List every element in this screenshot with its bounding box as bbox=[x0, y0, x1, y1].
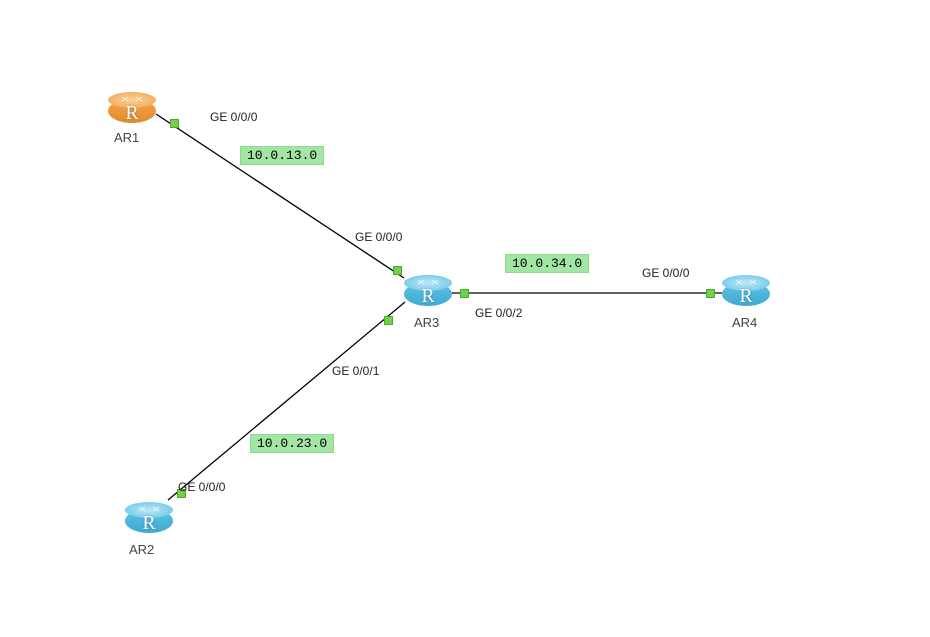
router-glyph: R bbox=[404, 285, 452, 308]
link-dot bbox=[460, 289, 469, 298]
port-label: GE 0/0/0 bbox=[178, 480, 225, 494]
router-label-ar2: AR2 bbox=[129, 542, 154, 557]
link-dot bbox=[393, 266, 402, 275]
link-dot bbox=[170, 119, 179, 128]
subnet-label: 10.0.34.0 bbox=[505, 254, 589, 273]
link-ar1-ar3 bbox=[156, 114, 404, 278]
diagram-canvas: R AR1 R AR2 R AR3 R AR4 GE 0/0/0 GE 0/0/… bbox=[0, 0, 930, 637]
link-ar2-ar3 bbox=[168, 302, 405, 500]
link-dot bbox=[384, 316, 393, 325]
port-label: GE 0/0/2 bbox=[475, 306, 522, 320]
router-glyph: R bbox=[108, 102, 156, 125]
port-label: GE 0/0/0 bbox=[355, 230, 402, 244]
subnet-label: 10.0.23.0 bbox=[250, 434, 334, 453]
router-label-ar4: AR4 bbox=[732, 315, 757, 330]
router-glyph: R bbox=[125, 512, 173, 535]
router-ar4[interactable]: R bbox=[722, 275, 770, 309]
subnet-label: 10.0.13.0 bbox=[240, 146, 324, 165]
port-label: GE 0/0/0 bbox=[642, 266, 689, 280]
port-label: GE 0/0/1 bbox=[332, 364, 379, 378]
router-ar1[interactable]: R bbox=[108, 92, 156, 126]
port-label: GE 0/0/0 bbox=[210, 110, 257, 124]
link-dot bbox=[706, 289, 715, 298]
router-label-ar3: AR3 bbox=[414, 315, 439, 330]
router-label-ar1: AR1 bbox=[114, 130, 139, 145]
router-ar3[interactable]: R bbox=[404, 275, 452, 309]
router-ar2[interactable]: R bbox=[125, 502, 173, 536]
router-glyph: R bbox=[722, 285, 770, 308]
